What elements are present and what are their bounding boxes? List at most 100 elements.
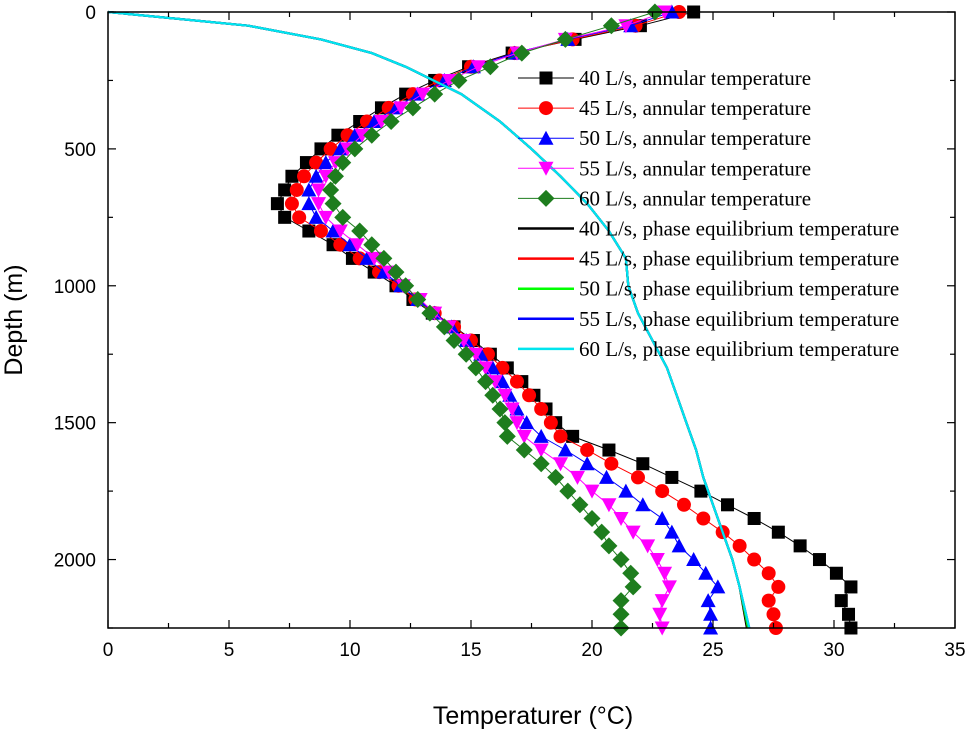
data-point: [495, 360, 510, 375]
data-point: [456, 334, 472, 349]
data-point: [566, 429, 580, 443]
data-point: [318, 155, 334, 170]
y-tick-label: 0: [85, 3, 96, 24]
data-point: [654, 510, 670, 525]
data-point: [703, 606, 719, 621]
data-point: [655, 484, 670, 499]
data-point: [409, 290, 427, 308]
data-point: [844, 580, 858, 594]
data-point: [349, 238, 365, 253]
data-point: [649, 553, 665, 568]
data-point: [584, 484, 600, 499]
legend-marker: [539, 101, 553, 116]
data-point: [812, 553, 826, 567]
data-point: [318, 169, 334, 184]
data-point: [612, 605, 630, 623]
data-point: [543, 415, 558, 430]
legend-item: 50 L/s, annular temperature: [518, 126, 811, 150]
data-point: [599, 469, 615, 484]
data-point: [457, 345, 475, 363]
legend-item: 60 L/s, annular temperature: [518, 186, 811, 210]
data-point: [559, 482, 577, 500]
legend-marker: [538, 161, 554, 176]
data-point: [308, 209, 324, 224]
data-point: [382, 113, 400, 131]
y-axis-label: Depth (m): [0, 264, 28, 375]
data-point: [612, 551, 630, 569]
data-point: [721, 498, 735, 512]
data-point: [534, 401, 549, 416]
data-point: [665, 470, 679, 484]
data-point: [761, 593, 776, 608]
legend-label: 50 L/s, annular temperature: [579, 126, 811, 150]
data-point: [470, 60, 486, 75]
data-point: [766, 607, 781, 622]
data-point: [487, 375, 503, 390]
data-point: [618, 483, 634, 498]
data-point: [346, 140, 364, 158]
legend-item: 45 L/s, annular temperature: [518, 96, 811, 120]
data-point: [509, 374, 524, 389]
data-point: [583, 509, 601, 527]
data-point: [533, 428, 549, 443]
data-point: [299, 156, 313, 170]
data-point: [557, 442, 573, 457]
data-point: [354, 128, 370, 143]
data-point: [747, 511, 761, 525]
legend-marker: [537, 189, 555, 207]
data-point: [497, 388, 513, 403]
data-point: [652, 607, 668, 622]
data-point: [622, 564, 640, 582]
data-point: [676, 497, 691, 512]
data-point: [426, 85, 444, 103]
legend-item: 55 L/s, annular temperature: [518, 156, 811, 180]
data-point: [686, 552, 702, 567]
data-point: [593, 523, 611, 541]
data-point: [450, 71, 468, 89]
data-point: [732, 538, 747, 553]
data-point: [421, 304, 439, 322]
data-point: [289, 182, 304, 197]
data-point: [314, 142, 328, 156]
data-point: [569, 470, 585, 485]
legend-marker: [539, 71, 553, 85]
data-point: [696, 511, 711, 526]
data-point: [494, 374, 510, 389]
data-point: [664, 524, 680, 539]
data-point: [393, 101, 409, 116]
data-point: [533, 443, 549, 458]
data-point: [515, 441, 533, 459]
data-point: [747, 552, 762, 567]
legend-label: 45 L/s, phase equilibrium temperature: [579, 247, 899, 271]
data-point: [318, 210, 334, 225]
data-point: [654, 594, 670, 609]
data-point: [309, 155, 324, 170]
data-point: [636, 457, 650, 471]
data-point: [311, 197, 327, 212]
data-point: [323, 141, 338, 156]
data-point: [671, 538, 687, 553]
x-tick-label: 35: [944, 640, 965, 661]
data-point: [404, 99, 422, 117]
data-point: [834, 594, 848, 608]
data-point: [498, 427, 516, 445]
data-point: [613, 511, 629, 526]
data-point: [624, 578, 642, 596]
data-point: [308, 168, 324, 183]
data-point: [771, 525, 785, 539]
data-point: [547, 468, 565, 486]
series-line: [330, 11, 656, 628]
data-point: [334, 208, 352, 226]
legend-marker: [538, 130, 554, 145]
legend-label: 60 L/s, phase equilibrium temperature: [579, 337, 899, 361]
data-point: [516, 429, 532, 444]
legend-label: 40 L/s, phase equilibrium temperature: [579, 217, 899, 241]
data-point: [793, 539, 807, 553]
data-point: [322, 181, 340, 199]
data-point: [485, 360, 501, 375]
x-tick-label: 20: [581, 640, 602, 661]
data-point: [601, 498, 617, 513]
data-point: [270, 197, 284, 211]
x-axis-label: Temperaturer (°C): [433, 702, 633, 730]
data-point: [366, 251, 382, 266]
